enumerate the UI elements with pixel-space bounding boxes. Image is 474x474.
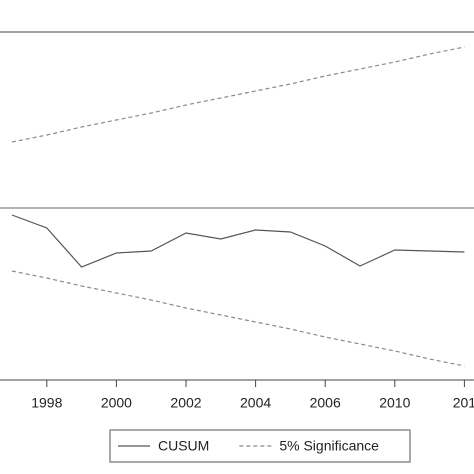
x-tick-label: 1998 xyxy=(31,395,62,411)
series-line xyxy=(11,270,465,367)
x-tick-label: 2002 xyxy=(170,395,201,411)
series-line xyxy=(11,46,465,143)
legend-box xyxy=(109,429,411,463)
x-tick-label: 201 xyxy=(453,395,474,411)
x-tick-label: 2004 xyxy=(240,395,271,411)
x-tick-label: 2000 xyxy=(101,395,132,411)
x-tick-label: 2006 xyxy=(310,395,341,411)
legend-label: CUSUM xyxy=(158,438,209,454)
series-line xyxy=(11,214,465,268)
legend-label: 5% Significance xyxy=(279,438,379,454)
x-tick-label: 2010 xyxy=(379,395,410,411)
